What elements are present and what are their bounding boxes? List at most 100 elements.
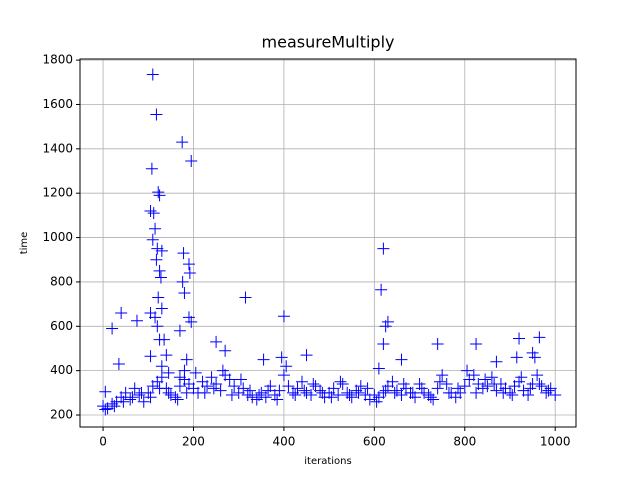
point bbox=[406, 386, 419, 399]
point bbox=[160, 349, 173, 362]
point bbox=[223, 373, 236, 386]
point bbox=[173, 324, 186, 337]
point bbox=[112, 358, 125, 371]
point bbox=[415, 382, 428, 395]
point bbox=[433, 375, 446, 388]
point bbox=[130, 314, 143, 327]
point bbox=[377, 386, 390, 399]
point bbox=[273, 384, 286, 397]
point bbox=[277, 369, 290, 382]
point bbox=[162, 366, 175, 379]
point bbox=[488, 377, 501, 390]
y-axis-label: time bbox=[19, 232, 30, 255]
point bbox=[198, 386, 211, 399]
y-tick-label: 1200 bbox=[42, 186, 73, 200]
plot-frame bbox=[79, 58, 577, 428]
point bbox=[522, 389, 535, 402]
point bbox=[431, 382, 444, 395]
point bbox=[155, 371, 168, 384]
point bbox=[155, 244, 168, 257]
point bbox=[234, 373, 247, 386]
y-tick-label: 400 bbox=[50, 363, 73, 377]
point bbox=[336, 377, 349, 390]
point bbox=[178, 364, 191, 377]
point bbox=[126, 391, 139, 404]
point bbox=[300, 386, 313, 399]
x-tick-label: 800 bbox=[453, 435, 476, 449]
point bbox=[135, 386, 148, 399]
point bbox=[481, 380, 494, 393]
point bbox=[257, 353, 270, 366]
point bbox=[490, 384, 503, 397]
point bbox=[325, 391, 338, 404]
point bbox=[164, 389, 177, 402]
point bbox=[259, 391, 272, 404]
point bbox=[128, 382, 141, 395]
point bbox=[506, 389, 519, 402]
point bbox=[490, 355, 503, 368]
point bbox=[458, 380, 471, 393]
chart-title: measureMultiply bbox=[262, 33, 395, 52]
y-tick-label: 600 bbox=[50, 319, 73, 333]
point bbox=[152, 291, 165, 304]
point bbox=[524, 382, 537, 395]
y-tick-label: 1400 bbox=[42, 141, 73, 155]
point bbox=[180, 353, 193, 366]
point bbox=[178, 287, 191, 300]
point bbox=[470, 338, 483, 351]
point bbox=[115, 306, 128, 319]
point bbox=[155, 302, 168, 315]
point bbox=[144, 204, 157, 217]
point bbox=[370, 395, 383, 408]
point bbox=[106, 322, 119, 335]
point bbox=[144, 350, 157, 363]
point bbox=[154, 271, 167, 284]
point bbox=[237, 382, 250, 395]
point bbox=[207, 382, 220, 395]
x-axis-label: iterations bbox=[304, 456, 351, 467]
point bbox=[171, 393, 184, 406]
x-tick-label: 200 bbox=[182, 435, 205, 449]
point bbox=[397, 377, 410, 390]
point bbox=[395, 353, 408, 366]
point bbox=[152, 186, 165, 199]
point bbox=[219, 344, 232, 357]
point bbox=[149, 222, 162, 235]
point bbox=[289, 389, 302, 402]
point bbox=[386, 375, 399, 388]
point bbox=[316, 386, 329, 399]
point bbox=[354, 380, 367, 393]
point bbox=[379, 384, 392, 397]
point bbox=[137, 395, 150, 408]
y-tick-label: 1800 bbox=[42, 53, 73, 67]
point bbox=[146, 68, 159, 81]
point bbox=[535, 380, 548, 393]
x-tick-label: 0 bbox=[99, 435, 107, 449]
point bbox=[133, 389, 146, 402]
points bbox=[97, 68, 562, 416]
point bbox=[97, 400, 110, 413]
point bbox=[327, 382, 340, 395]
point bbox=[119, 386, 132, 399]
point bbox=[146, 233, 159, 246]
point bbox=[280, 360, 293, 373]
point bbox=[451, 382, 464, 395]
point bbox=[296, 375, 309, 388]
point bbox=[108, 400, 121, 413]
point bbox=[470, 386, 483, 399]
x-tick-label: 1000 bbox=[540, 435, 571, 449]
point bbox=[332, 389, 345, 402]
point bbox=[201, 380, 214, 393]
point bbox=[476, 382, 489, 395]
point bbox=[277, 310, 290, 323]
point bbox=[151, 320, 164, 333]
point bbox=[497, 386, 510, 399]
point bbox=[182, 258, 195, 271]
y-tick-label: 1000 bbox=[42, 230, 73, 244]
point bbox=[479, 373, 492, 386]
point bbox=[381, 315, 394, 328]
point bbox=[180, 386, 193, 399]
point bbox=[106, 397, 119, 410]
point bbox=[352, 386, 365, 399]
